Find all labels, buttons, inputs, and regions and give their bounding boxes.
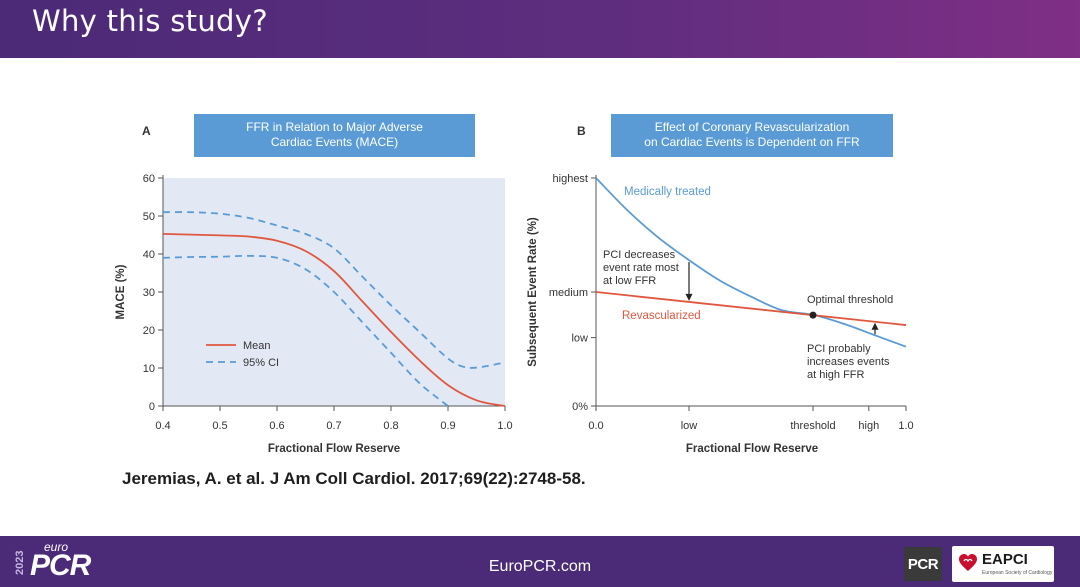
panel-b-threshold-dot <box>809 311 817 319</box>
panel-a-x-tick-label: 0.8 <box>383 420 398 432</box>
panel-b-revasc-line <box>595 291 907 326</box>
figure: A FFR in Relation to Major AdverseCardiac… <box>115 114 914 455</box>
panel-b-annotation-high: at high FFR <box>807 369 865 381</box>
panel-a-ci-upper-line <box>162 211 506 369</box>
panel-b-arrow-high-head <box>871 322 879 330</box>
panel-a-y-tick-label: 40 <box>143 249 155 261</box>
panel-b-x-label: Fractional Flow Reserve <box>686 443 818 455</box>
panel-b-arrow-low-head <box>685 293 693 301</box>
panel-a-x-tick-label: 1.0 <box>497 420 512 432</box>
panel-a-y-tick-label: 30 <box>143 287 155 299</box>
panel-b-annotation-low: at low FFR <box>603 275 656 287</box>
panel-b-revasc-label: Revascularized <box>622 310 701 322</box>
europcr-logo: PCR <box>30 549 91 582</box>
panel-b-threshold-label: Optimal threshold <box>807 294 893 306</box>
panel-a-x-tick-label: 0.6 <box>269 420 284 432</box>
panel-b-annotation-high: PCI probably <box>807 343 871 355</box>
panel-b-y-tick-label: low <box>571 333 588 345</box>
panel-a-y-tick-label: 60 <box>143 173 155 185</box>
heart-icon <box>959 554 977 571</box>
panel-b-x-tick-label: 1.0 <box>898 420 913 432</box>
panel-a-title-box <box>194 114 475 157</box>
panel-b-x-tick-label: low <box>681 420 698 432</box>
panel-b-y-tick-label: 0% <box>572 401 588 413</box>
footer-url: EuroPCR.com <box>488 558 592 575</box>
panel-a-ci-lower-line <box>162 254 449 407</box>
panel-a-x-tick-label: 0.7 <box>326 420 341 432</box>
panel-b-title-line: Effect of Coronary Revascularization <box>655 120 850 134</box>
panel-a-x-tick-label: 0.5 <box>212 420 227 432</box>
panel-b-annotation-low: event rate most <box>603 262 679 274</box>
pcr-badge: PCR <box>904 547 942 581</box>
eapci-label: EAPCI <box>982 551 1028 568</box>
panel-a-title-line: Cardiac Events (MACE) <box>271 135 398 149</box>
panel-a-x-tick-label: 0.9 <box>440 420 455 432</box>
panel-b-y-tick-label: highest <box>553 173 588 185</box>
footer-bar: 2023 euro PCR EuroPCR.com <box>0 536 1080 587</box>
panel-b-medical-line <box>595 177 907 348</box>
panel-a-y-tick-label: 20 <box>143 325 155 337</box>
panel-b-annotation-low: PCI decreases <box>603 249 676 261</box>
panel-a-letter: A <box>142 124 151 138</box>
panel-b-x-tick-label: high <box>858 420 879 432</box>
panel-b-title-box <box>611 114 893 157</box>
panel-b-title-line: on Cardiac Events is Dependent on FFR <box>644 135 860 149</box>
panel-b-x-tick-label: 0.0 <box>588 420 603 432</box>
panel-a-legend-ci: 95% CI <box>243 357 279 369</box>
panel-a-y-tick-label: 0 <box>149 401 155 413</box>
eapci-subtitle: European Society of Cardiology <box>982 570 1053 576</box>
panel-a-x-label: Fractional Flow Reserve <box>268 443 400 455</box>
panel-a-mean-line <box>162 233 506 407</box>
eapci-logo: EAPCI European Society of Cardiology <box>952 546 1054 582</box>
header-bar: Why this study? <box>0 0 1080 58</box>
panel-b-medical-label: Medically treated <box>624 186 711 198</box>
panel-b-y-label: Subsequent Event Rate (%) <box>527 217 539 367</box>
panel-b-y-tick-label: medium <box>549 287 588 299</box>
panel-b-x-tick-label: threshold <box>790 420 835 432</box>
citation: Jeremias, A. et al. J Am Coll Cardiol. 2… <box>122 469 586 488</box>
panel-a-legend-mean: Mean <box>243 340 271 352</box>
panel-a-title-line: FFR in Relation to Major Adverse <box>246 120 423 134</box>
slide-title: Why this study? <box>32 4 268 38</box>
logo-euro-text: euro <box>44 540 69 554</box>
panel-b-letter: B <box>577 124 586 138</box>
panel-a-y-label: MACE (%) <box>115 264 127 319</box>
panel-a-x-tick-label: 0.4 <box>155 420 170 432</box>
panel-b-annotation-high: increases events <box>807 356 890 368</box>
panel-a-y-tick-label: 50 <box>143 211 155 223</box>
panel-a-y-tick-label: 10 <box>143 363 155 375</box>
